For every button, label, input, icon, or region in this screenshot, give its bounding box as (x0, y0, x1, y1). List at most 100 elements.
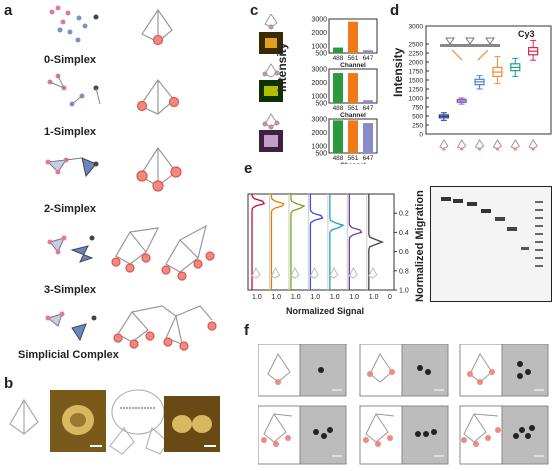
x-tick-label: 561 (348, 55, 359, 62)
tile-4 (257, 405, 347, 465)
x-tick-label: 488 (333, 105, 344, 112)
row-label-3: 3-Simplex (44, 284, 96, 296)
row-label-2: 2-Simplex (44, 203, 96, 215)
panel-d-title: Cy3 (518, 29, 535, 39)
x-simplex-node (442, 147, 446, 151)
y-tick-label: 1000 (311, 144, 327, 151)
row3-scatter (47, 235, 95, 263)
simplex-icon-2 (262, 63, 280, 78)
tile-6 (459, 405, 549, 465)
x-tick-label: 0 (388, 294, 392, 300)
row1-pyramid (136, 78, 180, 115)
x-axis-label: Channel (340, 112, 366, 119)
panel-letter-b: b (4, 375, 14, 392)
y-tick-label: 1250 (409, 87, 424, 94)
x-simplex-node (460, 147, 464, 151)
row2-pyramid (136, 146, 182, 192)
y-tick-label: 1000 (409, 96, 424, 103)
y-tick-label: 0.2 (399, 211, 409, 218)
panel-e-xlabel: Normalized Signal (286, 306, 365, 316)
bar (333, 120, 343, 153)
bar (348, 73, 358, 103)
x-tick-label: 647 (363, 155, 374, 162)
row0-pyramid (141, 8, 173, 46)
row3-complex (111, 224, 215, 281)
migration-trace (270, 193, 285, 290)
lane-simplex-icon (329, 266, 339, 279)
panel-letter-a: a (4, 2, 13, 19)
bar (333, 73, 343, 103)
x-simplex-node (531, 147, 535, 151)
y-tick-label: 500 (412, 114, 423, 121)
y-tick-label: 2000 (311, 30, 327, 37)
lane-simplex-icon (309, 266, 320, 279)
panel-d-ylabel: Intensity (391, 47, 405, 97)
y-tick-label: 3000 (311, 67, 327, 74)
y-tick-label: 3000 (409, 24, 424, 31)
y-tick-label: 250 (412, 123, 423, 130)
x-axis-label: Channel (340, 162, 366, 164)
panel-letter-f: f (244, 322, 249, 339)
migration-trace (329, 194, 345, 290)
y-tick-label: 2000 (311, 130, 327, 137)
micrograph-2 (259, 80, 283, 102)
row0-scatter (49, 5, 99, 43)
panel-f-tiles (257, 343, 549, 465)
migration-trace (251, 193, 266, 290)
panel-e-ylabel: Normalized Migration (414, 190, 426, 302)
bar (363, 50, 373, 53)
micrograph-1 (259, 32, 283, 54)
panel-c: 3000 2000 1000 500 488 561 647 Channel 3000 2000 1… (255, 14, 385, 164)
y-tick-label: 1.0 (399, 288, 409, 295)
y-tick-label: 1750 (409, 69, 424, 76)
x-tick-label: 647 (363, 105, 374, 112)
row1-scatter (47, 73, 101, 107)
x-tick-label: 1.0 (349, 294, 359, 300)
x-tick-label: 1.0 (310, 294, 320, 300)
x-axis-label: Channel (340, 62, 366, 69)
row-label-1: 1-Simplex (44, 126, 96, 138)
tile-2 (359, 343, 449, 397)
y-tick-label: 2500 (409, 42, 424, 49)
x-tick-label: 1.0 (252, 294, 262, 300)
y-tick-label: 0.4 (399, 230, 409, 237)
row4-complex (113, 305, 217, 351)
panel-d-box-plot: 0 250 500 750 1000 1250 1500 1750 2000 2250 2500 30… (409, 24, 552, 151)
y-tick-label: 500 (315, 51, 327, 58)
y-tick-label: 3000 (311, 17, 327, 24)
lane-simplex-icon (290, 266, 300, 279)
y-tick-label: 1000 (311, 94, 327, 101)
row4-scatter (45, 311, 97, 342)
y-tick-label: 0.6 (399, 249, 409, 256)
y-tick-label: 1500 (409, 78, 424, 85)
plot-frame (247, 193, 395, 291)
bar (348, 21, 358, 53)
y-tick-label: 1000 (311, 44, 327, 51)
y-tick-label: 500 (315, 101, 327, 108)
tile-3 (459, 343, 549, 397)
tile-1 (257, 343, 347, 397)
x-tick-label: 1.0 (369, 294, 379, 300)
x-simplex-node (495, 147, 500, 151)
migration-trace (309, 194, 324, 290)
x-tick-label: 561 (348, 105, 359, 112)
row2-scatter (45, 157, 99, 178)
y-tick-label: 500 (315, 151, 327, 158)
panel-letter-c: c (250, 2, 259, 19)
y-tick-label: 3000 (311, 117, 327, 124)
x-tick-label: 488 (333, 55, 344, 62)
x-tick-label: 561 (348, 155, 359, 162)
bar (363, 123, 373, 153)
bar (348, 120, 358, 153)
migration-trace (348, 194, 363, 290)
x-simplex-node (477, 147, 482, 151)
migration-trace (368, 194, 385, 290)
bar (363, 100, 373, 103)
gel-image (430, 186, 552, 302)
x-tick-label: 647 (363, 55, 374, 62)
x-simplex-node (513, 147, 517, 151)
row-label-0: 0-Simplex (44, 54, 96, 66)
x-tick-label: 1.0 (330, 294, 340, 300)
migration-trace (290, 193, 306, 290)
